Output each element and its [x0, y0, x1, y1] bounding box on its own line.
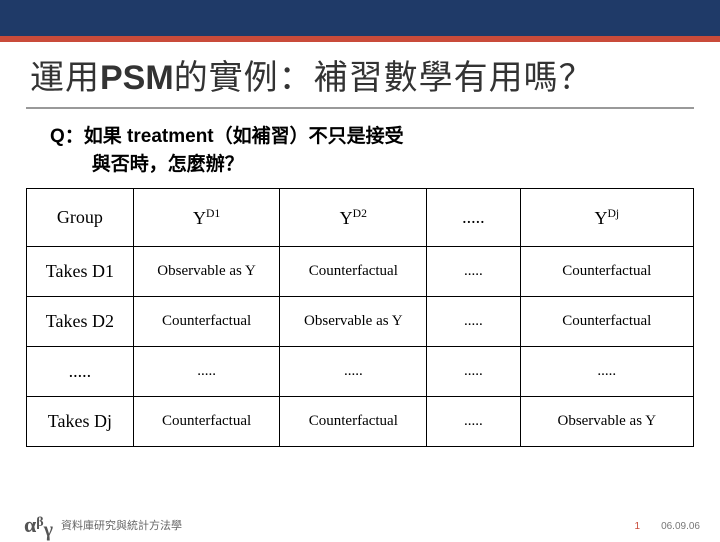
cell-dots: ..... — [427, 397, 520, 447]
title-psm: PSM — [100, 59, 174, 97]
col-header-dots-label: ..... — [462, 207, 485, 227]
footer: α β γ 資料庫研究與統計方法學 1 06.09.06 — [0, 510, 720, 540]
question-line1: Q：如果 treatment（如補習）不只是接受 — [50, 123, 690, 151]
col-header-dots: ..... — [427, 189, 520, 247]
outcomes-table: Group YD1 YD2 ..... YDj Takes D1 Observa… — [26, 188, 694, 447]
cell-dj: Observable as Y — [520, 397, 693, 447]
question-line2: 與否時，怎麼辦？ — [50, 151, 690, 179]
cell-group: Takes D1 — [27, 247, 134, 297]
col-header-d2-base: Y — [340, 208, 353, 228]
table-body: Takes D1 Observable as Y Counterfactual … — [27, 247, 694, 447]
table-row: Takes D1 Observable as Y Counterfactual … — [27, 247, 694, 297]
cell-d2: Counterfactual — [280, 247, 427, 297]
cell-d2: ..... — [280, 347, 427, 397]
cell-d2: Observable as Y — [280, 297, 427, 347]
col-header-dj-base: Y — [594, 208, 607, 228]
cell-d1: Observable as Y — [133, 247, 280, 297]
table-row: Takes D2 Counterfactual Observable as Y … — [27, 297, 694, 347]
title-pre: 運用 — [30, 59, 100, 97]
cell-d1: ..... — [133, 347, 280, 397]
logo-beta: β — [36, 515, 43, 531]
col-header-d1: YD1 — [133, 189, 280, 247]
cell-d2: Counterfactual — [280, 397, 427, 447]
col-header-dj: YDj — [520, 189, 693, 247]
footer-date: 06.09.06 — [661, 521, 700, 532]
col-header-d1-sup: D1 — [206, 207, 220, 220]
page-title: 運用PSM的實例：補習數學有用嗎？ — [0, 36, 720, 107]
table-container: Group YD1 YD2 ..... YDj Takes D1 Observa… — [0, 188, 720, 447]
col-header-group: Group — [27, 189, 134, 247]
col-header-d2-sup: D2 — [353, 207, 367, 220]
table-header-row: Group YD1 YD2 ..... YDj — [27, 189, 694, 247]
cell-group: Takes D2 — [27, 297, 134, 347]
logo-gamma: γ — [44, 519, 53, 542]
col-header-d2: YD2 — [280, 189, 427, 247]
cell-d1: Counterfactual — [133, 297, 280, 347]
cell-d1: Counterfactual — [133, 397, 280, 447]
page-number: 1 — [634, 521, 640, 532]
header-stripe — [0, 0, 720, 36]
title-underline — [26, 107, 694, 109]
cell-dots: ..... — [427, 297, 520, 347]
cell-group: ..... — [27, 347, 134, 397]
cell-dj: Counterfactual — [520, 247, 693, 297]
cell-dj: ..... — [520, 347, 693, 397]
question-block: Q：如果 treatment（如補習）不只是接受 與否時，怎麼辦？ — [0, 119, 720, 188]
cell-dots: ..... — [427, 247, 520, 297]
table-row: ..... ..... ..... ..... ..... — [27, 347, 694, 397]
cell-dots: ..... — [427, 347, 520, 397]
col-header-d1-base: Y — [193, 208, 206, 228]
cell-group: Takes Dj — [27, 397, 134, 447]
footer-text: 資料庫研究與統計方法學 — [53, 517, 182, 533]
col-header-group-label: Group — [57, 207, 103, 227]
logo-alpha: α — [24, 512, 36, 538]
cell-dj: Counterfactual — [520, 297, 693, 347]
title-post: 的實例：補習數學有用嗎？ — [174, 59, 594, 97]
footer-logo: α β γ — [0, 512, 53, 538]
table-row: Takes Dj Counterfactual Counterfactual .… — [27, 397, 694, 447]
col-header-dj-sup: Dj — [607, 207, 619, 220]
